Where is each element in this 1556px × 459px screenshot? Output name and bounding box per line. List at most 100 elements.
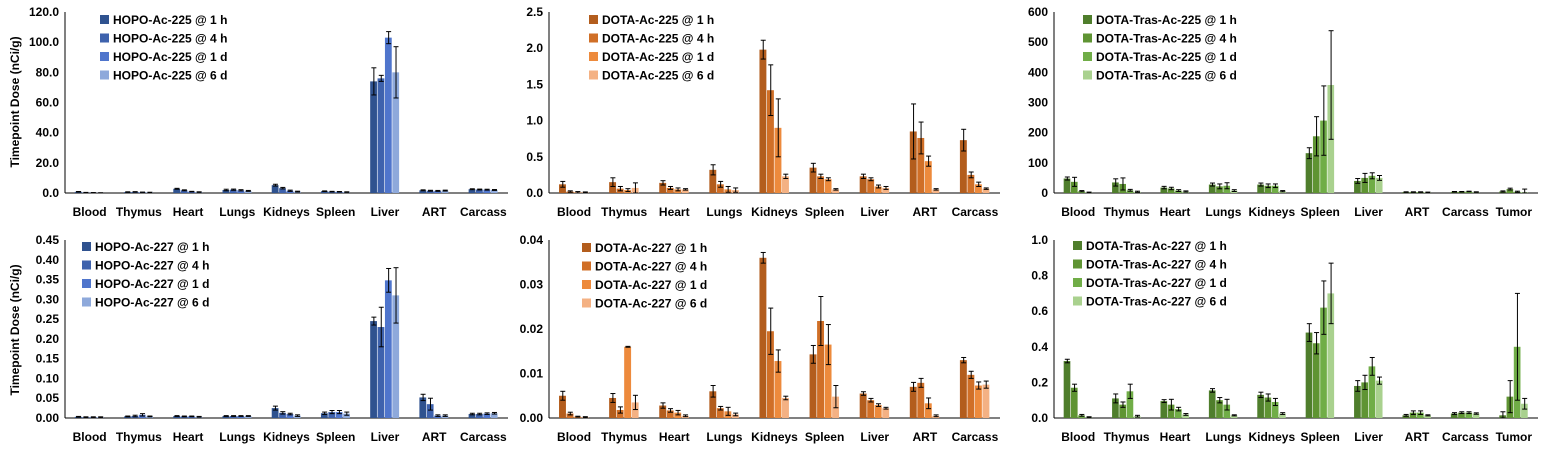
x-tick-label: Kidneys — [1248, 205, 1295, 219]
bar — [882, 408, 889, 418]
y-tick-label: 0.00 — [520, 411, 544, 425]
x-tick-label: Blood — [1061, 205, 1095, 219]
x-tick-label: Heart — [659, 205, 690, 219]
x-tick-label: Heart — [173, 205, 204, 219]
y-tick-label: 0.45 — [36, 233, 60, 247]
x-tick-label: Lungs — [219, 430, 255, 444]
y-tick-label: 1.5 — [526, 77, 543, 91]
legend-label: DOTA-Tras-Ac-227 @ 1 h — [1086, 239, 1227, 253]
legend-swatch — [1073, 241, 1082, 250]
y-tick-label: 40.0 — [36, 126, 60, 140]
x-tick-label: ART — [1405, 430, 1430, 444]
x-tick-label: Thymus — [601, 430, 647, 444]
x-tick-label: Blood — [557, 430, 591, 444]
bar — [378, 78, 385, 193]
y-tick-label: 20.0 — [36, 156, 60, 170]
bar — [1064, 361, 1071, 418]
bar — [370, 81, 377, 193]
y-tick-label: 0.0 — [42, 186, 59, 200]
x-tick-label: Kidneys — [263, 205, 310, 219]
x-tick-label: Kidneys — [263, 430, 310, 444]
x-tick-label: Thymus — [116, 205, 162, 219]
bar — [759, 258, 766, 418]
legend-label: DOTA-Tras-Ac-225 @ 1 d — [1096, 50, 1237, 64]
x-tick-label: Carcass — [952, 430, 999, 444]
x-tick-label: Kidneys — [751, 205, 798, 219]
legend-swatch — [100, 52, 109, 61]
legend-label: HOPO-Ac-227 @ 1 d — [95, 277, 209, 291]
y-tick-label: 2.0 — [526, 41, 543, 55]
y-tick-label: 0.4 — [1031, 340, 1048, 354]
x-tick-label: Carcass — [1442, 205, 1489, 219]
bar — [1306, 333, 1313, 418]
legend-swatch — [1083, 52, 1092, 61]
bar — [1376, 381, 1383, 418]
y-tick-label: 600 — [1028, 5, 1048, 19]
legend-label: DOTA-Tras-Ac-227 @ 6 d — [1086, 295, 1227, 309]
legend-swatch — [82, 261, 91, 270]
x-tick-label: Liver — [860, 205, 889, 219]
legend-label: DOTA-Ac-227 @ 1 h — [595, 241, 707, 255]
legend-label: DOTA-Tras-Ac-225 @ 4 h — [1096, 32, 1237, 46]
y-tick-label: 0.40 — [36, 253, 60, 267]
y-tick-label: 0.05 — [36, 391, 60, 405]
x-tick-label: ART — [1405, 205, 1430, 219]
y-tick-label: 0.20 — [36, 332, 60, 346]
chart-4: 0.000.050.100.150.200.250.300.350.400.45… — [36, 233, 508, 444]
x-tick-label: Liver — [371, 205, 400, 219]
bar — [810, 354, 817, 418]
x-tick-label: Blood — [1061, 430, 1095, 444]
y-tick-label: 400 — [1028, 65, 1048, 79]
y-tick-label: 0.0 — [1031, 411, 1048, 425]
y-tick-label: 500 — [1028, 35, 1048, 49]
x-tick-label: Liver — [860, 430, 889, 444]
bar — [867, 400, 874, 418]
legend-label: DOTA-Tras-Ac-225 @ 6 d — [1096, 69, 1237, 83]
bar — [825, 179, 832, 193]
y-axis-title-bottom: Timepoint Dose (nCi/g) — [8, 264, 22, 395]
y-tick-label: 0.35 — [36, 273, 60, 287]
x-tick-label: Thymus — [116, 430, 162, 444]
x-tick-label: Kidneys — [751, 430, 798, 444]
x-tick-label: Thymus — [601, 205, 647, 219]
y-tick-label: 0.04 — [520, 233, 544, 247]
legend-label: DOTA-Tras-Ac-227 @ 4 h — [1086, 258, 1227, 272]
legend-swatch — [1083, 34, 1092, 43]
y-tick-label: 1.0 — [1031, 233, 1048, 247]
bar — [759, 50, 766, 193]
y-tick-label: 100.0 — [29, 35, 59, 49]
bar — [860, 394, 867, 418]
legend-label: HOPO-Ac-227 @ 1 h — [95, 240, 209, 254]
legend-label: DOTA-Ac-227 @ 1 d — [595, 278, 707, 292]
y-tick-label: 0.03 — [520, 278, 544, 292]
legend-swatch — [82, 279, 91, 288]
x-tick-label: Carcass — [1442, 430, 1489, 444]
legend-swatch — [582, 243, 591, 252]
x-tick-label: ART — [422, 205, 447, 219]
y-tick-label: 0.15 — [36, 352, 60, 366]
legend-swatch — [1073, 260, 1082, 269]
x-tick-label: Tumor — [1496, 430, 1533, 444]
x-tick-label: Carcass — [952, 205, 999, 219]
y-tick-label: 100 — [1028, 156, 1048, 170]
bar — [975, 386, 982, 418]
y-tick-label: 0.6 — [1031, 304, 1048, 318]
bar — [385, 38, 392, 193]
x-tick-label: Carcass — [460, 430, 507, 444]
legend-swatch — [582, 262, 591, 271]
legend-swatch — [582, 299, 591, 308]
x-tick-label: Heart — [1160, 430, 1191, 444]
bar — [385, 280, 392, 418]
legend-swatch — [1083, 15, 1092, 24]
y-tick-label: 0.0 — [526, 186, 543, 200]
legend-swatch — [589, 15, 598, 24]
legend-swatch — [1083, 71, 1092, 80]
bar — [1064, 179, 1071, 193]
bar — [867, 179, 874, 193]
y-tick-label: 60.0 — [36, 96, 60, 110]
legend-swatch — [82, 242, 91, 251]
bar — [982, 385, 989, 418]
